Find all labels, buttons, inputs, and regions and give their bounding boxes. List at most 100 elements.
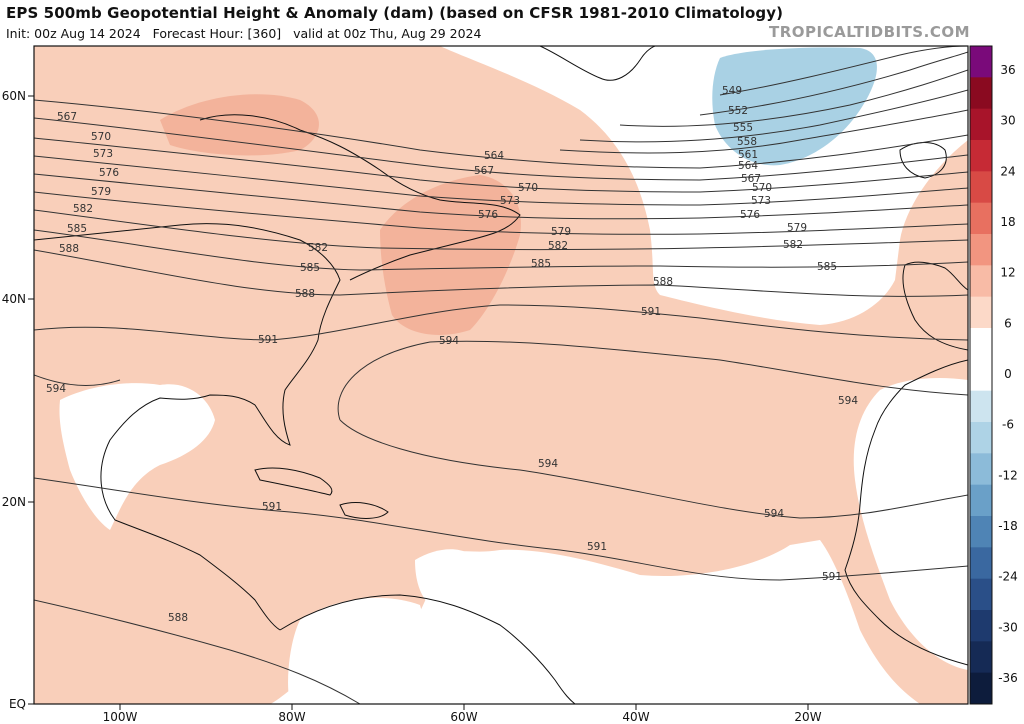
- contour-561: [559, 109, 968, 154]
- colorbar-tick-label: -18: [998, 519, 1018, 533]
- colorbar-swatch: [970, 641, 992, 674]
- colorbar-swatch: [970, 265, 992, 298]
- colorbar-tick-label: -30: [998, 620, 1018, 634]
- negative-anomaly-region: [712, 47, 877, 166]
- contour-label: 588: [295, 288, 315, 300]
- longitude-axis: 100W 80W 60W 40W 20W: [103, 704, 822, 724]
- colorbar-frame: [969, 45, 993, 705]
- anomaly-layer: [34, 46, 968, 704]
- lat-label-60n: 60N: [2, 89, 26, 103]
- lat-label-40n: 40N: [2, 292, 26, 306]
- strong-anomaly-atlantic: [380, 175, 521, 335]
- coastline-south-america: [279, 594, 576, 704]
- contour-label: 591: [258, 334, 278, 346]
- lon-label-60w: 60W: [450, 710, 477, 724]
- coastline-north-america: [34, 223, 341, 631]
- contour-label: 570: [752, 182, 772, 194]
- contour-label: 591: [262, 501, 282, 513]
- contour-label: 582: [73, 203, 93, 215]
- contour-552: [699, 51, 968, 116]
- strong-anomaly-north: [160, 94, 319, 156]
- contour-label: 564: [484, 150, 504, 162]
- contour-582: [34, 209, 968, 250]
- contour-label: 594: [838, 395, 858, 407]
- colorbar-tick-label: -36: [998, 671, 1018, 685]
- colorbar-swatch: [970, 578, 992, 611]
- contour-label: 579: [551, 226, 571, 238]
- latitude-axis: 60N 40N 20N EQ: [2, 89, 34, 711]
- chart-subtitle: Init: 00z Aug 14 2024 Forecast Hour: [36…: [6, 26, 482, 41]
- contour-label: 570: [91, 131, 111, 143]
- contour-label: 576: [740, 209, 760, 221]
- contour-label: 573: [93, 148, 113, 160]
- contour-label: 591: [641, 306, 661, 318]
- contour-label: 591: [822, 571, 842, 583]
- lon-label-40w: 40W: [622, 710, 649, 724]
- contour-label: 594: [439, 335, 459, 347]
- colorbar-swatch: [970, 390, 992, 423]
- contour-label: 549: [722, 85, 742, 97]
- coastline-africa: [844, 359, 968, 666]
- contour-label: 594: [764, 508, 784, 520]
- contour-591-south: [34, 477, 968, 581]
- colorbar-swatch: [970, 610, 992, 642]
- colorbar-swatch: [970, 108, 992, 141]
- lon-label-100w: 100W: [103, 710, 138, 724]
- contour-558: [579, 89, 968, 143]
- contour-label: 567: [57, 111, 77, 123]
- colorbar-swatch: [970, 672, 992, 705]
- contour-570: [34, 137, 968, 193]
- contour-label: 579: [787, 222, 807, 234]
- contour-label: 588: [653, 276, 673, 288]
- coastline-canada: [199, 114, 521, 281]
- contour-label: 570: [518, 182, 538, 194]
- contour-label: 582: [783, 239, 803, 251]
- positive-anomaly-region: [34, 46, 968, 704]
- contour-label: 585: [531, 258, 551, 270]
- zero-anomaly-caribbean: [415, 549, 481, 615]
- contour-588: [34, 249, 968, 297]
- chart-title: EPS 500mb Geopotential Height & Anomaly …: [6, 4, 784, 22]
- colorbar-tick-label: -12: [998, 468, 1018, 482]
- contour-label: 588: [168, 612, 188, 624]
- contour-label: 594: [46, 383, 66, 395]
- zero-anomaly-africa: [853, 378, 968, 670]
- contour-label: 552: [728, 105, 748, 117]
- contour-label: 585: [300, 262, 320, 274]
- colorbar-tick-label: -6: [1002, 418, 1014, 432]
- colorbar-tick-label: 12: [1000, 266, 1015, 280]
- contour-564: [34, 99, 968, 169]
- colorbar-tick-label: 24: [1000, 164, 1015, 178]
- contour-label: 567: [741, 173, 761, 185]
- coastline-cuba: [254, 467, 333, 496]
- coastlines: [34, 46, 968, 704]
- contour-555: [619, 69, 968, 127]
- contour-label: 585: [67, 223, 87, 235]
- colorbar-swatch: [970, 422, 992, 454]
- contour-label: 576: [478, 209, 498, 221]
- coastline-europe: [902, 261, 968, 351]
- colorbar-swatch: [970, 296, 992, 329]
- lon-label-80w: 80W: [278, 710, 305, 724]
- contour-579: [34, 191, 968, 235]
- coastline-hispaniola: [339, 502, 389, 519]
- lat-label-eq: EQ: [9, 697, 26, 711]
- colorbar-tick-label: 0: [1004, 367, 1012, 381]
- contour-591: [34, 304, 968, 341]
- colorbar-swatch: [970, 484, 992, 517]
- contour-label: 558: [737, 136, 757, 148]
- colorbar-swatch: [970, 234, 992, 266]
- contour-585: [34, 229, 968, 271]
- colorbar-swatch: [970, 328, 992, 360]
- contour-573: [34, 155, 968, 206]
- contour-label: 564: [738, 160, 758, 172]
- colorbar-tick-label: -24: [998, 570, 1018, 584]
- colorbar-swatch: [970, 140, 992, 172]
- colorbar-swatch: [970, 46, 992, 78]
- zero-anomaly-southamerica: [288, 597, 424, 704]
- colorbar-tick-label: 18: [1000, 215, 1015, 229]
- colorbar-swatch: [970, 453, 992, 486]
- coastline-greenland: [539, 46, 656, 81]
- contour-576: [34, 173, 968, 220]
